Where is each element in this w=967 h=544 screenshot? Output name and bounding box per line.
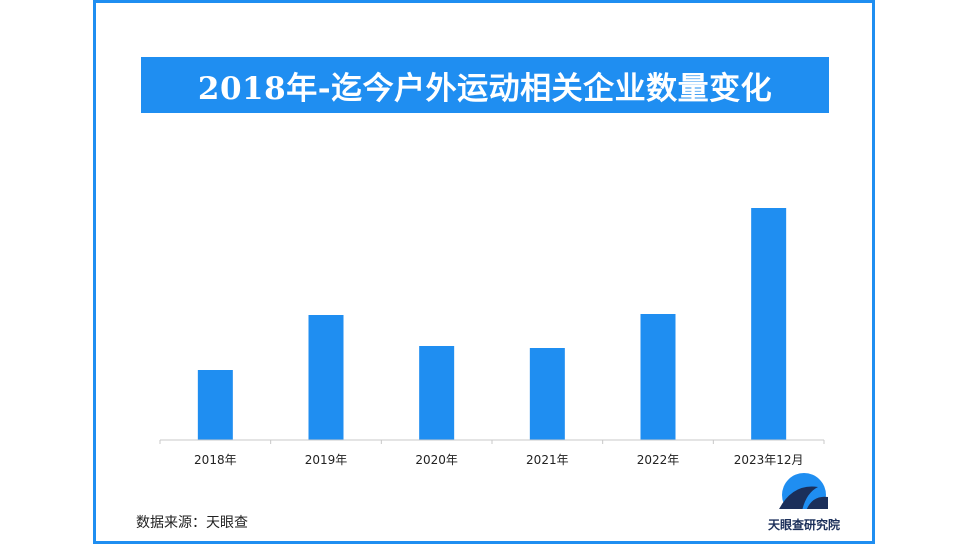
bar-0 [197,370,233,440]
logo-mark-icon [776,473,832,517]
bar-5 [751,208,787,440]
bar-chart: 2018年 2019年 2020年 2021年 2022年 2023年12月 [159,208,825,467]
x-tick-label: 2018年 [194,453,237,467]
x-axis-ticks [159,440,825,444]
data-source: 数据来源：天眼查 [136,515,248,531]
x-tick-label: 2022年 [637,453,680,467]
x-tick-label: 2020年 [415,453,458,467]
chart-title: 2018年-迄今户外运动相关企业数量变化 [141,57,829,113]
x-axis-labels: 2018年 2019年 2020年 2021年 2022年 2023年12月 [194,453,804,467]
bar-1 [308,315,344,440]
bars-group [197,208,787,440]
logo-text: 天眼查研究院 [767,518,840,532]
bar-4 [640,314,676,440]
x-tick-label: 2021年 [526,453,569,467]
bar-2 [419,346,455,440]
tianyancha-logo: 天眼查研究院 [758,471,850,535]
bar-3 [529,348,565,440]
chart-frame: 2018年-迄今户外运动相关企业数量变化 2018年 2019年 2020年 2021… [93,0,875,544]
x-tick-label: 2023年12月 [734,453,804,467]
x-tick-label: 2019年 [305,453,348,467]
